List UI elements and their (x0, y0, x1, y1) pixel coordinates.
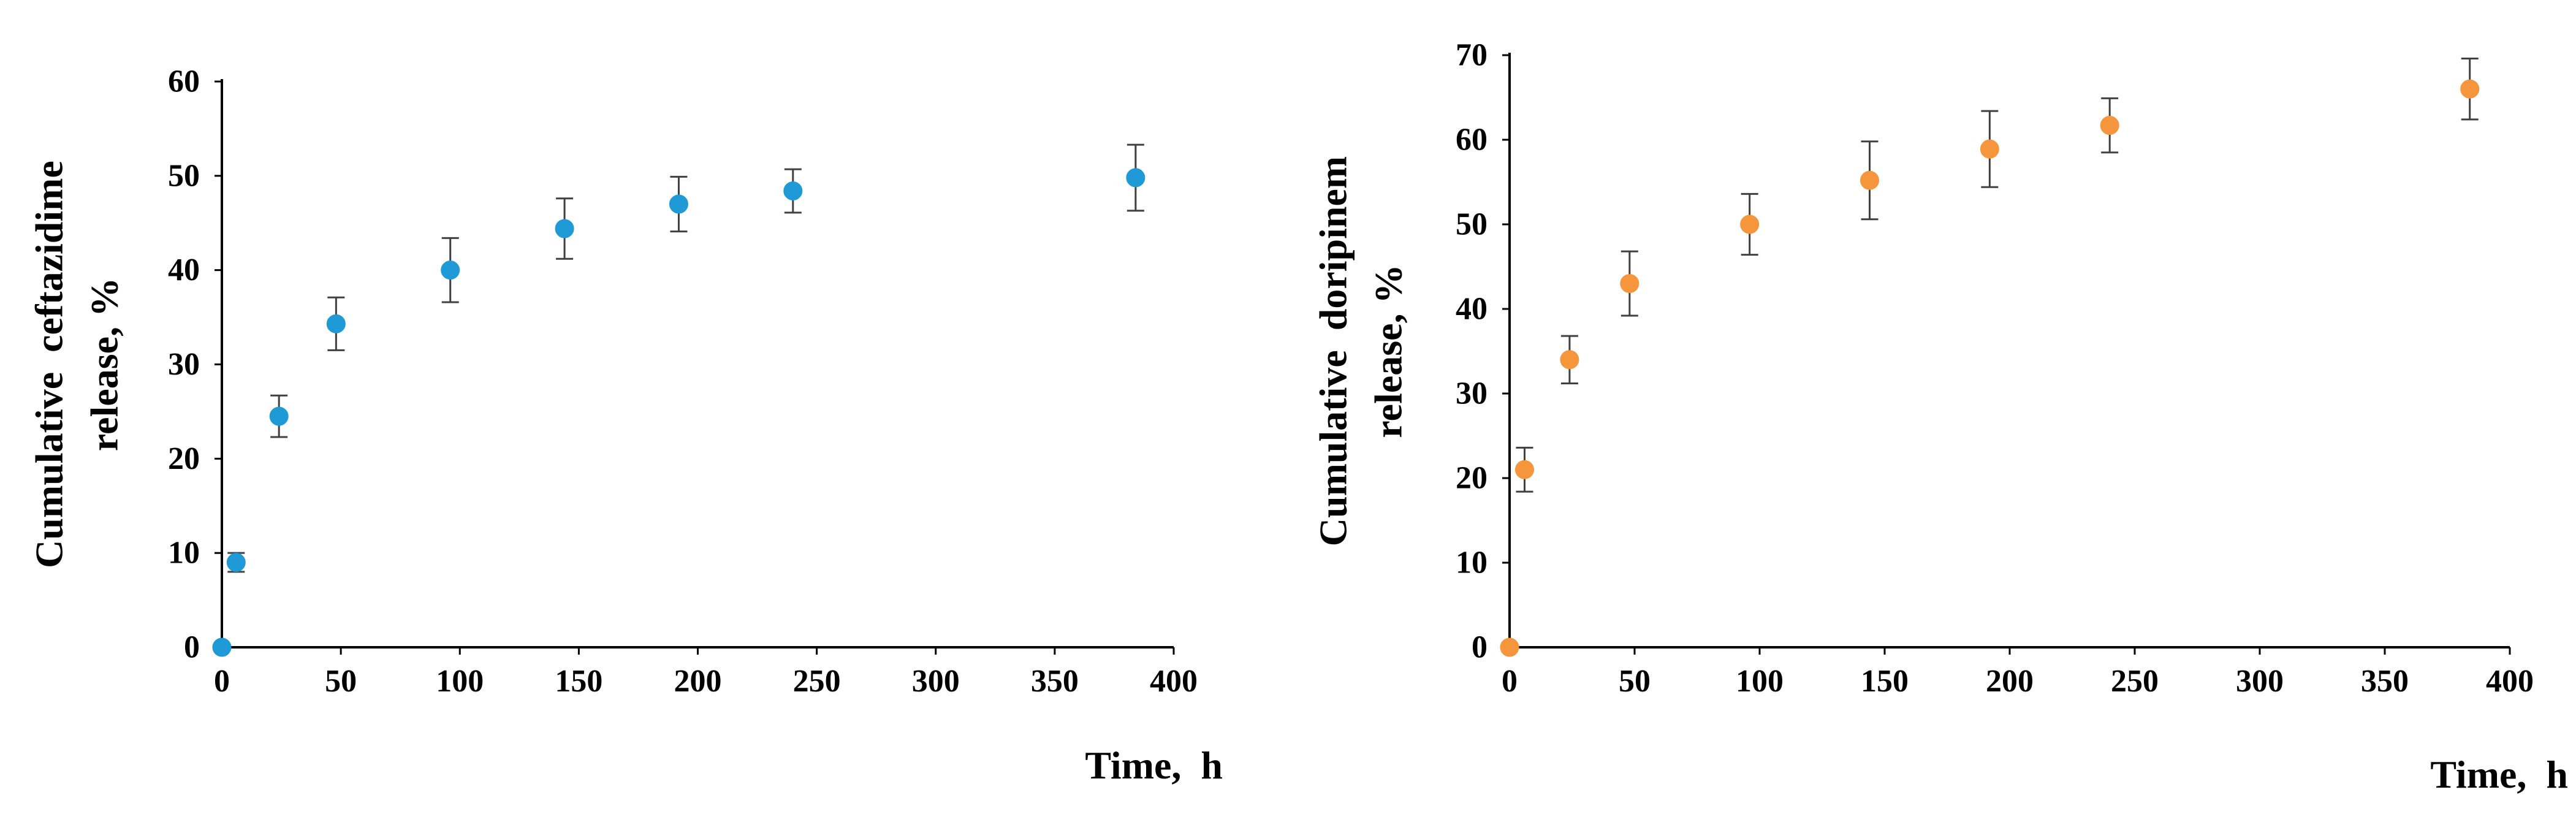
left-chart: 0 10 20 30 40 50 60 0 50 100 150 200 250 300 350 400 Tim… (28, 64, 1223, 788)
right-chart-x-tick-label: 150 (1861, 664, 1909, 699)
left-chart-x-tick-label: 0 (214, 664, 230, 699)
left-chart-y-tick-label: 10 (168, 536, 200, 571)
left-chart-x-tick-label: 50 (325, 664, 357, 699)
right-chart-data-point (2100, 116, 2119, 135)
left-chart-data-point (783, 181, 803, 200)
right-chart-x-tick-label: 200 (1986, 664, 2034, 699)
right-chart-y-tick-label: 30 (1456, 376, 1487, 411)
left-chart-y-tick-label: 20 (168, 441, 200, 476)
right-chart-data-point (1620, 274, 1639, 294)
left-chart-x-tick-label: 300 (912, 664, 960, 699)
left-chart-data-point (555, 219, 574, 238)
right-chart-x-tick-label: 250 (2111, 664, 2159, 699)
left-chart-data-point (326, 314, 346, 333)
right-chart-y-tick-label: 60 (1456, 123, 1487, 158)
right-chart-data-point (1860, 170, 1880, 190)
left-chart-data-point (226, 553, 246, 572)
right-chart-x-axis-title: Time, h (2430, 753, 2568, 796)
left-chart-x-axis-title: Time, h (1085, 744, 1223, 787)
right-chart-x-tick-label: 350 (2361, 664, 2409, 699)
left-chart-data-point (212, 637, 232, 657)
right-chart-data-point (1560, 350, 1579, 370)
right-chart-x-tick-label: 0 (1502, 664, 1518, 699)
left-chart-y-axis-title-line-1: Cumulative ceftazidime (28, 161, 71, 568)
right-chart-y-tick-label: 20 (1456, 461, 1487, 496)
right-chart-y-tick-label: 10 (1456, 546, 1487, 580)
right-chart-x-tick-label: 400 (2486, 664, 2534, 699)
left-chart-y-tick-label: 0 (184, 630, 200, 665)
left-chart-data-point (269, 406, 289, 426)
left-chart-y-axis-title-line-2: release, % (83, 278, 126, 451)
right-chart-data-point (1500, 637, 1519, 657)
right-chart: 0 10 20 30 40 50 60 70 0 50 100 150 200 250 300 350 400 T… (1312, 38, 2569, 797)
left-chart-x-tick-label: 250 (793, 664, 841, 699)
right-chart-y-axis-title-line-2: release, % (1367, 264, 1410, 438)
right-chart-y-tick-label: 40 (1456, 292, 1487, 327)
right-chart-y-tick-label: 0 (1472, 630, 1487, 665)
right-chart-data-point (1740, 215, 1760, 234)
right-chart-y-axis-title-line-1: Cumulative doripinem (1312, 156, 1355, 546)
left-chart-x-tick-label: 100 (436, 664, 484, 699)
right-chart-x-tick-label: 50 (1619, 664, 1651, 699)
left-chart-x-tick-label: 150 (555, 664, 602, 699)
right-chart-x-tick-label: 300 (2236, 664, 2284, 699)
right-chart-y-tick-label: 50 (1456, 207, 1487, 242)
left-chart-y-tick-label: 30 (168, 347, 200, 382)
left-chart-data-point (669, 194, 688, 214)
left-chart-y-tick-label: 60 (168, 64, 200, 99)
left-chart-data-point (1126, 168, 1146, 188)
right-chart-x-tick-label: 100 (1736, 664, 1784, 699)
left-chart-x-tick-label: 200 (674, 664, 722, 699)
left-chart-y-tick-label: 40 (168, 253, 200, 287)
right-chart-data-point (1980, 139, 1999, 159)
left-chart-x-tick-label: 350 (1031, 664, 1079, 699)
left-chart-x-tick-label: 400 (1150, 664, 1198, 699)
right-chart-data-point (1514, 460, 1534, 479)
left-chart-y-tick-label: 50 (168, 158, 200, 193)
right-chart-data-point (2460, 79, 2480, 99)
right-chart-y-tick-label: 70 (1456, 38, 1487, 73)
left-chart-data-point (441, 261, 460, 280)
